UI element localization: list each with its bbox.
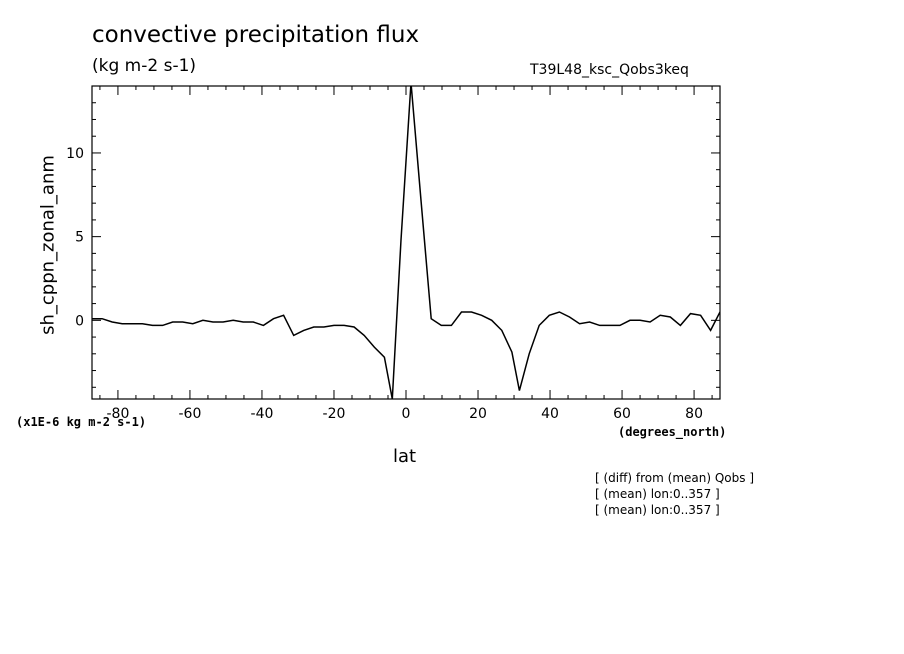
x-tick-label: -80: [106, 406, 129, 422]
x-tick-label: 40: [541, 406, 559, 422]
y-axis-units: (x1E-6 kg m-2 s-1): [16, 415, 147, 429]
chart-subtitle: (kg m-2 s-1): [92, 56, 197, 76]
axis-tick-labels: -80 -60 -40 -20 0 20 40 60 80 0 5 10: [66, 146, 703, 422]
annotation-notes: [ (diff) from (mean) Qobs ] [ (mean) lon…: [595, 470, 754, 518]
x-tick-label: -60: [179, 406, 202, 422]
note-line: [ (mean) lon:0..357 ]: [595, 487, 720, 501]
x-axis-label: lat: [393, 446, 417, 467]
series-line: [92, 86, 720, 399]
plot-frame: [91, 85, 721, 400]
x-tick-label: 0: [402, 406, 411, 422]
y-axis-label: sh_cppn_zonal_anm: [37, 155, 59, 335]
x-tick-label: 20: [469, 406, 487, 422]
note-line: [ (mean) lon:0..357 ]: [595, 503, 720, 517]
y-tick-label: 5: [75, 230, 84, 246]
y-tick-label: 0: [75, 313, 84, 329]
run-label: T39L48_ksc_Qobs3keq: [530, 62, 689, 78]
x-tick-label: 60: [613, 406, 631, 422]
x-axis-units: (degrees_north): [618, 425, 727, 439]
note-line: [ (diff) from (mean) Qobs ]: [595, 471, 754, 485]
x-tick-label: -20: [323, 406, 346, 422]
series-group: [92, 86, 720, 399]
axis-ticks: [92, 86, 720, 399]
x-tick-label: 80: [685, 406, 703, 422]
y-tick-label: 10: [66, 146, 84, 162]
x-tick-label: -40: [251, 406, 274, 422]
chart-title: convective precipitation flux: [92, 22, 420, 48]
